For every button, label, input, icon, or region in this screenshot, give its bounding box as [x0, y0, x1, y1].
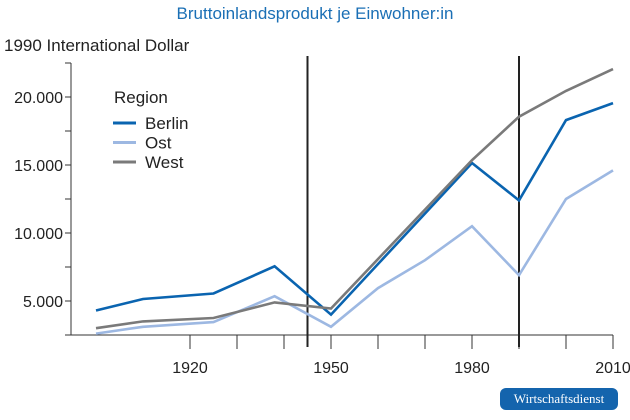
y-tick-label: 10.000: [14, 226, 63, 243]
x-tick-label: 1980: [454, 360, 490, 377]
chart-title: Bruttoinlandsprodukt je Einwohner:in: [176, 4, 454, 23]
legend-label: Ost: [145, 134, 172, 153]
legend-title: Region: [114, 88, 168, 107]
legend-label: Berlin: [145, 114, 188, 133]
y-tick-label: 20.000: [14, 90, 63, 107]
legend-label: West: [145, 153, 184, 172]
y-tick-label: 5.000: [23, 294, 63, 311]
series-line-west: [95, 67, 614, 330]
series-line-ost: [95, 169, 614, 335]
y-axis-label: 1990 International Dollar: [4, 36, 190, 55]
series-line-berlin: [95, 101, 614, 317]
x-tick-label: 2010: [595, 360, 630, 377]
x-tick-label: 1920: [172, 360, 208, 377]
y-tick-label: 15.000: [14, 158, 63, 175]
publisher-logo: Wirtschaftsdienst: [500, 388, 618, 410]
x-tick-label: 1950: [313, 360, 349, 377]
